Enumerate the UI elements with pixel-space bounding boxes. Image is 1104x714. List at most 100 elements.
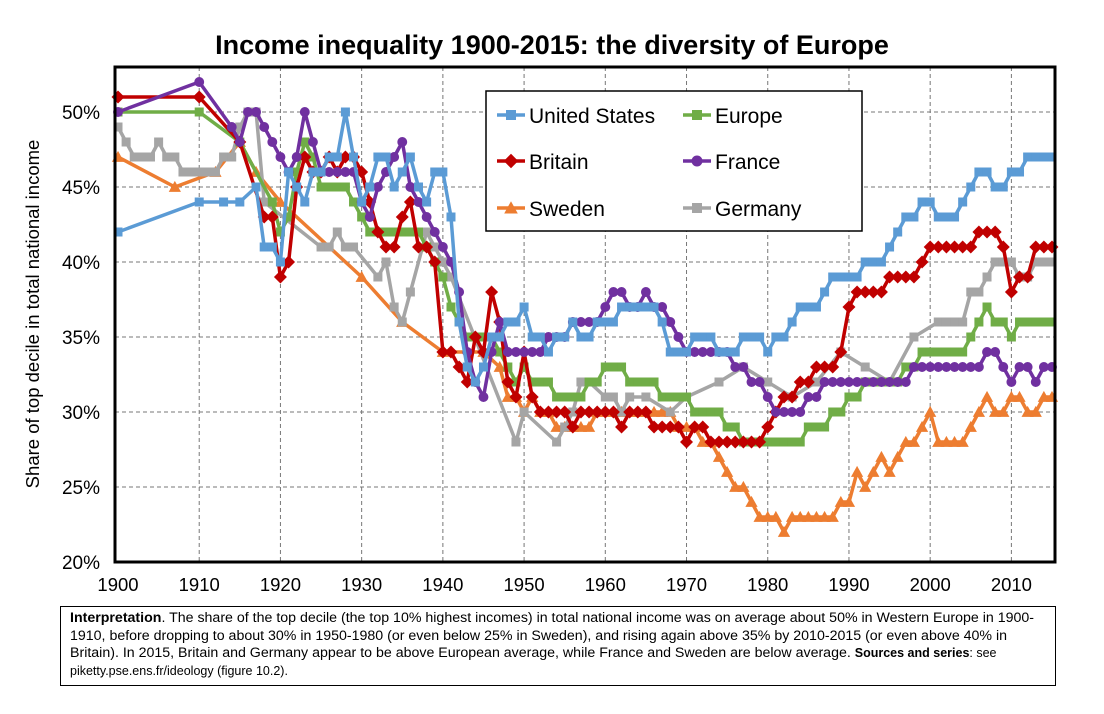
data-point xyxy=(811,377,821,387)
data-point xyxy=(771,437,781,447)
data-point xyxy=(543,332,554,342)
data-point xyxy=(436,345,450,359)
data-point xyxy=(844,377,854,387)
data-point xyxy=(284,167,294,177)
data-point xyxy=(988,225,1002,239)
data-point xyxy=(940,435,953,447)
data-point xyxy=(397,137,408,147)
data-point xyxy=(446,302,456,312)
data-point xyxy=(300,197,310,207)
data-point xyxy=(714,377,724,387)
data-point xyxy=(728,435,742,449)
data-point xyxy=(300,137,310,147)
data-point xyxy=(655,420,669,434)
data-point xyxy=(1015,317,1025,327)
data-point xyxy=(210,167,220,177)
data-point xyxy=(298,150,312,164)
data-point xyxy=(809,360,823,374)
data-point xyxy=(414,227,424,237)
data-point xyxy=(275,227,285,237)
data-point xyxy=(186,167,196,177)
data-point xyxy=(795,437,805,447)
data-point xyxy=(828,272,838,282)
data-point xyxy=(267,137,278,147)
data-point xyxy=(665,347,675,357)
data-point xyxy=(332,227,342,237)
data-point xyxy=(460,375,474,389)
data-point xyxy=(729,480,742,492)
data-point xyxy=(129,152,139,162)
data-point xyxy=(495,332,505,342)
data-point xyxy=(592,317,602,327)
data-point xyxy=(242,107,253,117)
data-point xyxy=(600,302,611,312)
data-point xyxy=(705,347,716,357)
data-point xyxy=(525,390,539,404)
data-point xyxy=(876,257,886,267)
data-point xyxy=(721,465,734,477)
data-point xyxy=(267,242,277,252)
data-point xyxy=(1031,152,1041,162)
data-point xyxy=(641,377,651,387)
data-point xyxy=(574,405,588,419)
data-point xyxy=(291,152,302,162)
data-point xyxy=(941,347,951,357)
data-point xyxy=(365,227,375,237)
data-point xyxy=(438,257,448,267)
data-point xyxy=(657,302,668,312)
legend-label: Britain xyxy=(529,151,589,174)
data-point xyxy=(915,255,929,269)
data-point xyxy=(931,240,945,254)
data-point xyxy=(885,242,895,252)
data-point xyxy=(1047,317,1057,327)
data-point xyxy=(421,212,432,222)
data-point xyxy=(836,407,846,417)
data-point xyxy=(777,390,791,404)
legend-item-sweden: Sweden xyxy=(497,198,605,221)
x-tick-label: 1900 xyxy=(97,574,138,595)
data-point xyxy=(933,317,943,327)
data-point xyxy=(689,347,700,357)
data-point xyxy=(429,227,440,237)
data-point xyxy=(1045,240,1059,254)
data-point xyxy=(631,405,645,419)
data-point xyxy=(625,302,635,312)
data-point xyxy=(234,137,245,147)
data-point xyxy=(501,375,515,389)
legend-label: Germany xyxy=(715,198,802,221)
data-point xyxy=(1039,152,1049,162)
data-point xyxy=(543,347,553,357)
data-point xyxy=(770,407,781,417)
data-point xyxy=(706,407,716,417)
data-point xyxy=(891,450,904,462)
data-point xyxy=(990,317,1000,327)
data-point xyxy=(755,332,765,342)
series-germany xyxy=(113,107,1057,447)
data-point xyxy=(933,362,944,372)
data-point xyxy=(633,302,643,312)
data-point xyxy=(316,242,326,252)
data-point xyxy=(972,405,986,417)
data-point xyxy=(866,285,880,299)
y-tick-label: 20% xyxy=(62,553,100,574)
data-point xyxy=(519,407,529,417)
data-point xyxy=(598,405,612,419)
data-point xyxy=(568,392,578,402)
data-point xyxy=(950,347,960,357)
data-point xyxy=(998,257,1008,267)
data-point xyxy=(852,272,862,282)
data-point xyxy=(965,362,976,372)
data-point xyxy=(582,405,596,419)
data-point xyxy=(584,377,594,387)
data-point xyxy=(859,480,872,492)
data-point xyxy=(932,435,945,447)
data-point xyxy=(235,122,245,132)
data-point xyxy=(412,240,425,254)
data-point xyxy=(178,167,188,177)
data-point xyxy=(966,332,976,342)
data-point xyxy=(511,317,521,327)
data-point xyxy=(900,377,911,387)
data-point xyxy=(892,377,903,387)
data-point xyxy=(867,465,880,477)
legend-marker xyxy=(504,201,518,214)
